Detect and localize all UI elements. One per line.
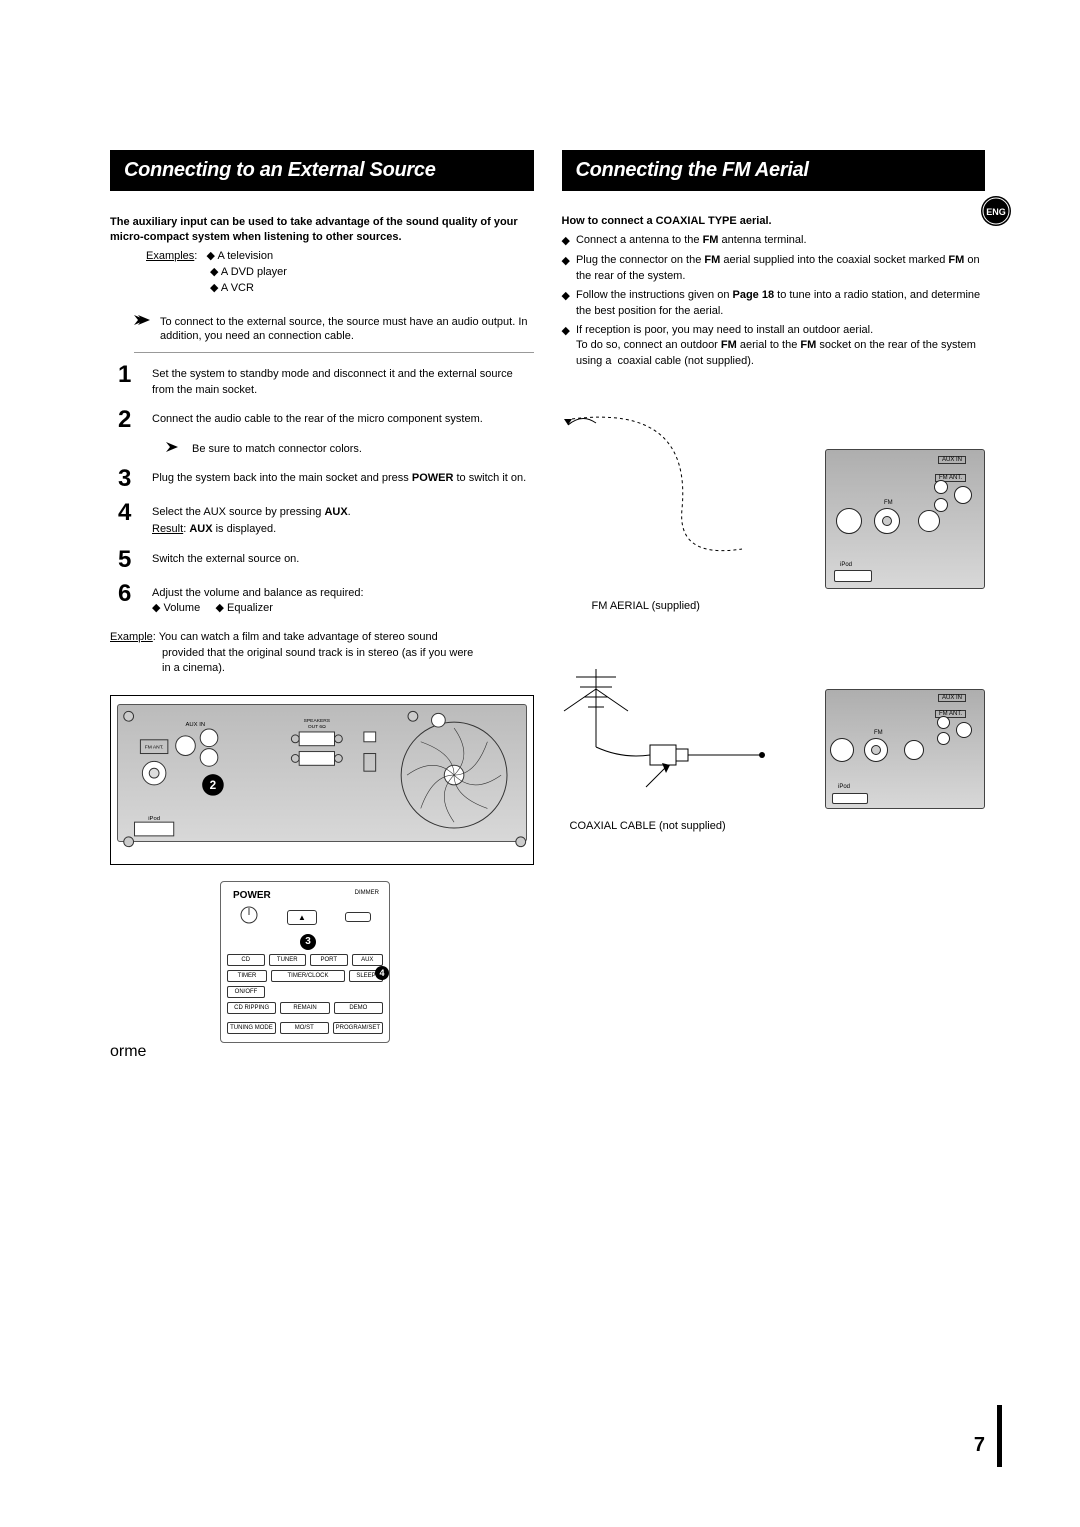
step-body: Select the AUX source by pressing AUX. R… xyxy=(152,501,351,538)
svg-text:ENG: ENG xyxy=(986,207,1006,217)
svg-text:iPod: iPod xyxy=(148,816,160,822)
remote-tuningmode-button: TUNING MODE xyxy=(227,1022,276,1034)
svg-text:2: 2 xyxy=(210,778,217,791)
rear-panel-small: AUX IN FM ANT. FM iPod xyxy=(825,689,985,809)
step-2: 2 Connect the audio cable to the rear of… xyxy=(118,408,534,432)
step-4: 4 Select the AUX source by pressing AUX.… xyxy=(118,501,534,538)
step-number: 1 xyxy=(118,363,136,398)
remote-cdripping-button: CD RIPPING xyxy=(227,1002,276,1014)
bullet-item: ◆Connect a antenna to the FM antenna ter… xyxy=(562,233,986,249)
remote-timerclock-button: TIMER/CLOCK xyxy=(271,970,345,982)
note-text: To connect to the external source, the s… xyxy=(160,315,534,345)
step-5: 5 Switch the external source on. xyxy=(118,548,534,572)
dimmer-label: DIMMER xyxy=(355,890,379,896)
svg-text:FM ANT.: FM ANT. xyxy=(145,744,164,750)
note-row: Be sure to match connector colors. xyxy=(166,442,534,457)
remote-remain-button: REMAIN xyxy=(280,1002,329,1014)
step-body: Adjust the volume and balance as require… xyxy=(152,582,364,617)
bullet-item: ◆Follow the instructions given on Page 1… xyxy=(562,288,986,319)
remote-programset-button: PROGRAM/SET xyxy=(333,1022,383,1034)
svg-text:AUX IN: AUX IN xyxy=(186,722,206,728)
coax-cable-diagram: COAXIAL CABLE (not supplied) AUX IN FM A… xyxy=(562,659,986,809)
step-number: 2 xyxy=(118,408,136,432)
svg-text:SPEAKERS: SPEAKERS xyxy=(304,718,331,724)
step-3: 3 Plug the system back into the main soc… xyxy=(118,467,534,491)
remote-cd-button: CD xyxy=(227,954,265,966)
step-number: 4 xyxy=(118,501,136,538)
remote-diagram: POWER DIMMER ▲ 3 CD TUNER PORT AUX TIMER xyxy=(220,881,390,1043)
example-item: A VCR xyxy=(221,282,254,294)
remote-port-button: PORT xyxy=(310,954,348,966)
example-item: A DVD player xyxy=(221,266,287,278)
intro-text: The auxiliary input can be used to take … xyxy=(110,215,534,245)
examples-block: Examples: ◆ A television ◆ A DVD player … xyxy=(146,249,534,297)
svg-text:OUT 6Ω: OUT 6Ω xyxy=(308,724,326,730)
language-badge: ENG xyxy=(980,195,1012,227)
remote-onoff-button: ON/OFF xyxy=(227,986,265,998)
step-number: 5 xyxy=(118,548,136,572)
eject-icon: ▲ xyxy=(287,910,317,925)
step-body: Switch the external source on. xyxy=(152,548,299,572)
callout-4-icon: 4 xyxy=(375,966,389,980)
step-number: 6 xyxy=(118,582,136,617)
example-item: A television xyxy=(217,250,273,262)
step-body: Connect the audio cable to the rear of t… xyxy=(152,408,483,432)
section-header-external: Connecting to an External Source xyxy=(110,150,534,191)
rear-panel-small: AUX IN FM ANT. FM iPod xyxy=(825,449,985,589)
remote-demo-button: DEMO xyxy=(334,1002,383,1014)
section-header-fm: Connecting the FM Aerial xyxy=(562,150,986,191)
step-body: Set the system to standby mode and disco… xyxy=(152,363,534,398)
power-icon xyxy=(239,905,259,930)
divider xyxy=(134,352,534,353)
coax-caption: COAXIAL CABLE (not supplied) xyxy=(570,820,814,832)
fm-caption: FM AERIAL (supplied) xyxy=(592,600,814,612)
page-number: 7 xyxy=(974,1434,985,1457)
arrowhead-icon xyxy=(134,315,150,330)
step-6: 6 Adjust the volume and balance as requi… xyxy=(118,582,534,617)
bullet-item: ◆Plug the connector on the FM aerial sup… xyxy=(562,253,986,284)
coax-title: How to connect a COAXIAL TYPE aerial. xyxy=(562,215,986,227)
examples-label: Examples xyxy=(146,250,194,262)
remote-timer-button: TIMER xyxy=(227,970,267,982)
page-bar xyxy=(997,1405,1002,1467)
arrowhead-icon xyxy=(166,442,182,457)
remote-aux-button: AUX xyxy=(352,954,384,966)
example-note: Example: You can watch a film and take a… xyxy=(110,630,534,676)
bullet-list: ◆Connect a antenna to the FM antenna ter… xyxy=(562,233,986,369)
remote-most-button: MO/ST xyxy=(280,1022,329,1034)
step-1: 1 Set the system to standby mode and dis… xyxy=(118,363,534,398)
note-row: To connect to the external source, the s… xyxy=(134,315,534,345)
power-label: POWER xyxy=(233,890,271,901)
step-number: 3 xyxy=(118,467,136,491)
note-text: Be sure to match connector colors. xyxy=(192,442,362,457)
bullet-item: ◆If reception is poor, you may need to i… xyxy=(562,323,986,369)
fm-aerial-diagram: FM AERIAL (supplied) AUX IN FM ANT. FM i… xyxy=(562,409,986,589)
step-body: Plug the system back into the main socke… xyxy=(152,467,526,491)
callout-3-icon: 3 xyxy=(300,934,316,950)
rear-panel-diagram: AUX IN 2 FM ANT. SPEAKERS OUT 6Ω xyxy=(110,695,534,865)
remote-tuner-button: TUNER xyxy=(269,954,307,966)
